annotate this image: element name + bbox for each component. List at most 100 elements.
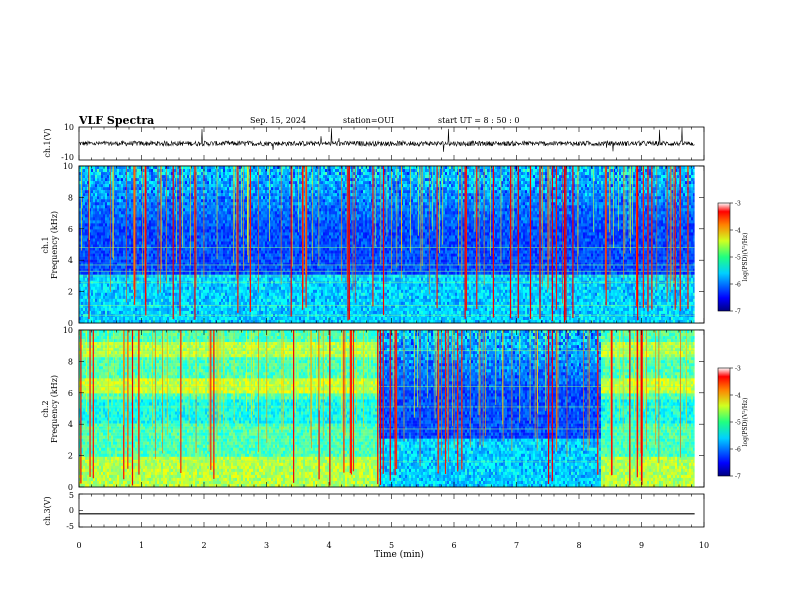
spectrogram-cell — [107, 229, 109, 232]
spectrogram-cell — [95, 266, 97, 269]
spectrogram-cell — [113, 208, 115, 211]
spectrogram-cell — [135, 314, 137, 317]
spectrogram-cell — [81, 184, 83, 187]
spectrogram-cell — [97, 190, 99, 193]
spectrogram-cell — [107, 187, 109, 190]
spectrogram-cell — [137, 175, 139, 178]
spectrogram-cell — [137, 187, 139, 190]
spectrogram-cell — [107, 196, 109, 199]
spectrogram-cell — [97, 260, 99, 263]
spectrogram-cell — [97, 232, 99, 235]
spectrogram-cell — [139, 175, 141, 178]
spectrogram-cell — [115, 208, 117, 211]
spectrogram-cell — [83, 208, 85, 211]
spectrogram-cell — [111, 278, 113, 281]
spectrogram-cell — [99, 284, 101, 287]
ch1-spectrogram-image — [79, 166, 704, 323]
spectrogram-cell — [91, 263, 93, 266]
spectrogram-cell — [99, 220, 101, 223]
spectrogram-cell — [101, 266, 103, 269]
spectrogram-cell — [101, 199, 103, 202]
spectrogram-cell — [93, 172, 95, 175]
spectrogram-cell — [123, 290, 125, 293]
spectrogram-cell — [97, 302, 99, 305]
spectrogram-cell — [139, 266, 141, 269]
spectrogram-cell — [91, 248, 93, 251]
spectrogram-cell — [93, 166, 95, 169]
spectrogram-cell — [107, 172, 109, 175]
spectrogram-cell — [119, 193, 121, 196]
spectrogram-cell — [127, 175, 129, 178]
spectrogram-cell — [95, 229, 97, 232]
spectrogram-cell — [95, 187, 97, 190]
spectrogram-cell — [93, 202, 95, 205]
spectrogram-cell — [119, 278, 121, 281]
spectrogram-cell — [125, 311, 127, 314]
spectrogram-cell — [139, 257, 141, 260]
spectrogram-cell — [117, 193, 119, 196]
spectrogram-cell — [81, 266, 83, 269]
spectrogram-cell — [81, 181, 83, 184]
spectrogram-cell — [127, 299, 129, 302]
spectrogram-cell — [133, 308, 135, 311]
spectrogram-cell — [81, 232, 83, 235]
spectrogram-cell — [91, 251, 93, 254]
spectrogram-cell — [131, 245, 133, 248]
spectrogram-cell — [111, 266, 113, 269]
spectrogram-cell — [137, 251, 139, 254]
spectrogram-cell — [133, 305, 135, 308]
spectrogram-cell — [99, 299, 101, 302]
spectrogram-cell — [137, 241, 139, 244]
spectrogram-cell — [95, 314, 97, 317]
spectrogram-cell — [91, 290, 93, 293]
spectrogram-cell — [129, 293, 131, 296]
spectrogram-cell — [95, 278, 97, 281]
spectrogram-cell — [123, 187, 125, 190]
spectrogram-cell — [113, 266, 115, 269]
spectrogram-cell — [129, 257, 131, 260]
spectrogram-cell — [117, 181, 119, 184]
spectrogram-cell — [121, 241, 123, 244]
spectrogram-cell — [97, 187, 99, 190]
spectrogram-cell — [101, 169, 103, 172]
spectrogram-cell — [127, 178, 129, 181]
spectrogram-cell — [91, 278, 93, 281]
spectrogram-cell — [121, 202, 123, 205]
spectrogram-cell — [119, 248, 121, 251]
spectrogram-cell — [103, 275, 105, 278]
spectrogram-cell — [95, 238, 97, 241]
spectrogram-cell — [103, 299, 105, 302]
spectrogram-cell — [95, 199, 97, 202]
spectrogram-cell — [131, 296, 133, 299]
spectrogram-cell — [101, 214, 103, 217]
spectrogram-cell — [107, 190, 109, 193]
spectrogram-cell — [103, 314, 105, 317]
spectrogram-cell — [113, 248, 115, 251]
spectrogram-cell — [129, 187, 131, 190]
spectrogram-cell — [117, 220, 119, 223]
spectrogram-cell — [111, 314, 113, 317]
spectrogram-cell — [91, 184, 93, 187]
spectrogram-cell — [83, 196, 85, 199]
spectrogram-cell — [127, 205, 129, 208]
spectrogram-cell — [115, 284, 117, 287]
spectrogram-cell — [101, 284, 103, 287]
spectrogram-cell — [139, 220, 141, 223]
spectrogram-cell — [95, 172, 97, 175]
spectrogram-cell — [85, 241, 87, 244]
spectrogram-cell — [115, 238, 117, 241]
ch1-waveform-panel: 10 -10 ch.1(V) — [43, 123, 704, 162]
spectrogram-cell — [97, 284, 99, 287]
spectrogram-cell — [99, 314, 101, 317]
spectrogram-cell — [113, 226, 115, 229]
spectrogram-cell — [105, 263, 107, 266]
spectrogram-cell — [91, 260, 93, 263]
spectrogram-cell — [103, 208, 105, 211]
spectrogram-cell — [109, 305, 111, 308]
spectrogram-cell — [129, 172, 131, 175]
spectrogram-cell — [103, 251, 105, 254]
spectrogram-cell — [107, 293, 109, 296]
spectrogram-cell — [83, 302, 85, 305]
spectrogram-cell — [101, 187, 103, 190]
spectrogram-cell — [101, 196, 103, 199]
